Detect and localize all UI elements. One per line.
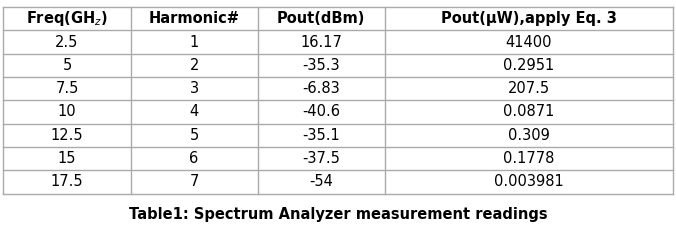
Text: Harmonic#: Harmonic# — [149, 11, 239, 26]
Text: 2.5: 2.5 — [55, 34, 78, 50]
Text: 6: 6 — [189, 151, 199, 166]
Text: Pout(μW),apply Eq. 3: Pout(μW),apply Eq. 3 — [441, 11, 617, 26]
Text: 17.5: 17.5 — [51, 174, 83, 189]
Text: 0.2951: 0.2951 — [503, 58, 554, 73]
Text: -54: -54 — [310, 174, 333, 189]
Text: 0.0871: 0.0871 — [503, 105, 554, 119]
Text: 5: 5 — [62, 58, 72, 73]
Text: 7: 7 — [189, 174, 199, 189]
Text: Pout(dBm): Pout(dBm) — [277, 11, 366, 26]
Text: -35.3: -35.3 — [302, 58, 340, 73]
Text: -6.83: -6.83 — [302, 81, 340, 96]
Text: 4: 4 — [189, 105, 199, 119]
Text: -35.1: -35.1 — [302, 128, 340, 143]
Text: 41400: 41400 — [506, 34, 552, 50]
Text: Freq(GH$_z$): Freq(GH$_z$) — [26, 9, 108, 28]
Text: 10: 10 — [57, 105, 76, 119]
Text: 0.1778: 0.1778 — [503, 151, 554, 166]
Text: 5: 5 — [189, 128, 199, 143]
Text: 7.5: 7.5 — [55, 81, 78, 96]
Text: 0.309: 0.309 — [508, 128, 550, 143]
Text: 15: 15 — [57, 151, 76, 166]
Text: -40.6: -40.6 — [302, 105, 340, 119]
Text: Table1: Spectrum Analyzer measurement readings: Table1: Spectrum Analyzer measurement re… — [128, 207, 548, 222]
Text: 3: 3 — [189, 81, 199, 96]
Text: -37.5: -37.5 — [302, 151, 340, 166]
Text: 207.5: 207.5 — [508, 81, 550, 96]
Text: 1: 1 — [189, 34, 199, 50]
Text: 16.17: 16.17 — [300, 34, 342, 50]
Text: 0.003981: 0.003981 — [494, 174, 564, 189]
Text: 12.5: 12.5 — [51, 128, 83, 143]
Text: 2: 2 — [189, 58, 199, 73]
